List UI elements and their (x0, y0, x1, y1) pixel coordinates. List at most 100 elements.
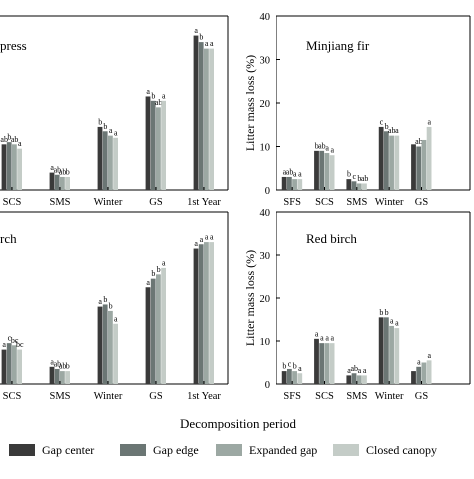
x-tick-label: 1st Year (187, 197, 221, 208)
significance-label: a (18, 139, 22, 148)
y-tick-label: 10 (260, 337, 271, 348)
bar-gap-center-sms (49, 366, 55, 384)
bar-closed-canopy-sms (362, 183, 367, 190)
bar-closed-canopy-gs (426, 126, 432, 190)
significance-label: ab (388, 126, 396, 135)
bar-closed-canopy-sfs (297, 373, 303, 384)
significance-label: a (315, 329, 319, 338)
significance-label: b (385, 308, 389, 317)
bar-gap-center-scs (314, 150, 319, 190)
bar-gap-center-sfs (281, 176, 287, 190)
significance-label: a (325, 334, 329, 343)
legend-label-expanded-gap: Expanded gap (249, 443, 317, 457)
bar-expanded-gap-scs (12, 345, 17, 384)
legend-swatch-closed-canopy (333, 444, 359, 456)
panel-title: rch (0, 231, 17, 246)
significance-label: ab (361, 174, 369, 183)
x-tick-label: GS (415, 197, 429, 208)
bar-expanded-gap-sms (356, 375, 362, 384)
legend-label-closed-canopy: Closed canopy (366, 443, 437, 457)
bar-gap-edge-sms (351, 373, 357, 384)
significance-label: a (50, 357, 54, 366)
legend-label-gap-center: Gap center (42, 443, 94, 457)
significance-label: b (379, 308, 383, 317)
bar-closed-canopy-gs (161, 100, 166, 190)
significance-label: b (199, 33, 203, 42)
significance-label: a (194, 239, 198, 248)
significance-label: ab (0, 135, 8, 144)
significance-label: a (325, 144, 329, 153)
bar-gap-edge-gs (416, 146, 422, 190)
significance-label: ab (155, 98, 163, 107)
significance-label: b (282, 362, 286, 371)
bar-gap-center-sms (346, 179, 352, 190)
bar-gap-center-1st-year (193, 35, 199, 191)
significance-label: a (298, 170, 302, 179)
bar-expanded-gap-1st-year (204, 48, 209, 190)
bar-gap-edge-sfs (286, 368, 292, 384)
significance-label: b (103, 122, 107, 131)
significance-label: ab (350, 364, 358, 373)
panels: ababaaSFSabbabaSCSaababbSMSbbaaWinteraba… (0, 12, 471, 402)
significance-label: b (103, 295, 107, 304)
bar-gap-center-winter (378, 126, 384, 190)
significance-label: a (146, 278, 150, 287)
bar-expanded-gap-1st-year (204, 242, 209, 384)
bar-gap-center-gs (145, 287, 151, 384)
significance-label: b (293, 362, 297, 371)
legend-swatch-expanded-gap (216, 444, 242, 456)
significance-label: b (66, 167, 70, 176)
bar-gap-edge-gs (150, 100, 156, 190)
significance-label: ab (54, 165, 62, 174)
bar-gap-edge-scs (6, 142, 12, 190)
bar-expanded-gap-sfs (292, 371, 297, 384)
x-tick-label: SMS (346, 197, 367, 208)
significance-label: a (428, 351, 432, 360)
bar-closed-canopy-scs (329, 155, 335, 190)
chart-panel-tl: ababaaSFSabbabaSCSaababbSMSbbaaWinteraba… (0, 15, 229, 208)
panel-title: press (0, 38, 27, 53)
bar-closed-canopy-winter (113, 323, 118, 384)
significance-label: b (98, 117, 102, 126)
bar-gap-edge-scs (319, 150, 325, 190)
significance-label: a (205, 233, 209, 242)
bar-expanded-gap-gs (421, 362, 427, 384)
bar-gap-edge-gs (416, 366, 422, 384)
significance-label: a (293, 170, 297, 179)
significance-label: a (358, 366, 362, 375)
bar-gap-center-gs (145, 96, 151, 190)
significance-label: ab (286, 167, 294, 176)
significance-label: a (428, 117, 432, 126)
bar-closed-canopy-winter (113, 137, 118, 190)
bar-gap-center-sms (346, 375, 352, 384)
chart-panel-bl: aaaaSFSacbcbcSCSaababbSMSabbaWinterabbaG… (0, 211, 229, 402)
bar-gap-edge-sms (54, 368, 60, 384)
panel-title: Red birch (306, 231, 357, 246)
bar-gap-edge-sms (54, 174, 60, 190)
bar-closed-canopy-sms (362, 375, 367, 384)
significance-label: bc (16, 340, 24, 349)
significance-label: a (390, 316, 394, 325)
bar-gap-edge-winter (102, 131, 108, 190)
significance-label: a (98, 297, 102, 306)
bar-gap-center-scs (1, 349, 7, 384)
y-tick-label: 40 (260, 12, 271, 23)
significance-label: a (210, 39, 214, 48)
x-tick-label: Winter (94, 391, 123, 402)
bar-expanded-gap-winter (389, 135, 394, 190)
x-tick-label: Winter (375, 391, 404, 402)
legend: Gap center Gap edge Expanded gap Closed … (9, 443, 437, 457)
bar-closed-canopy-gs (426, 360, 432, 384)
panel-title: Minjiang fir (306, 38, 370, 53)
significance-label: b (157, 265, 161, 274)
bar-expanded-gap-sms (60, 371, 65, 384)
significance-label: b (151, 269, 155, 278)
x-tick-label: SMS (49, 197, 70, 208)
x-tick-label: GS (149, 197, 163, 208)
significance-label: b (347, 170, 351, 179)
significance-label: b (66, 362, 70, 371)
y-tick-label: 40 (260, 208, 271, 219)
significance-label: a (347, 366, 351, 375)
significance-label: a (146, 87, 150, 96)
